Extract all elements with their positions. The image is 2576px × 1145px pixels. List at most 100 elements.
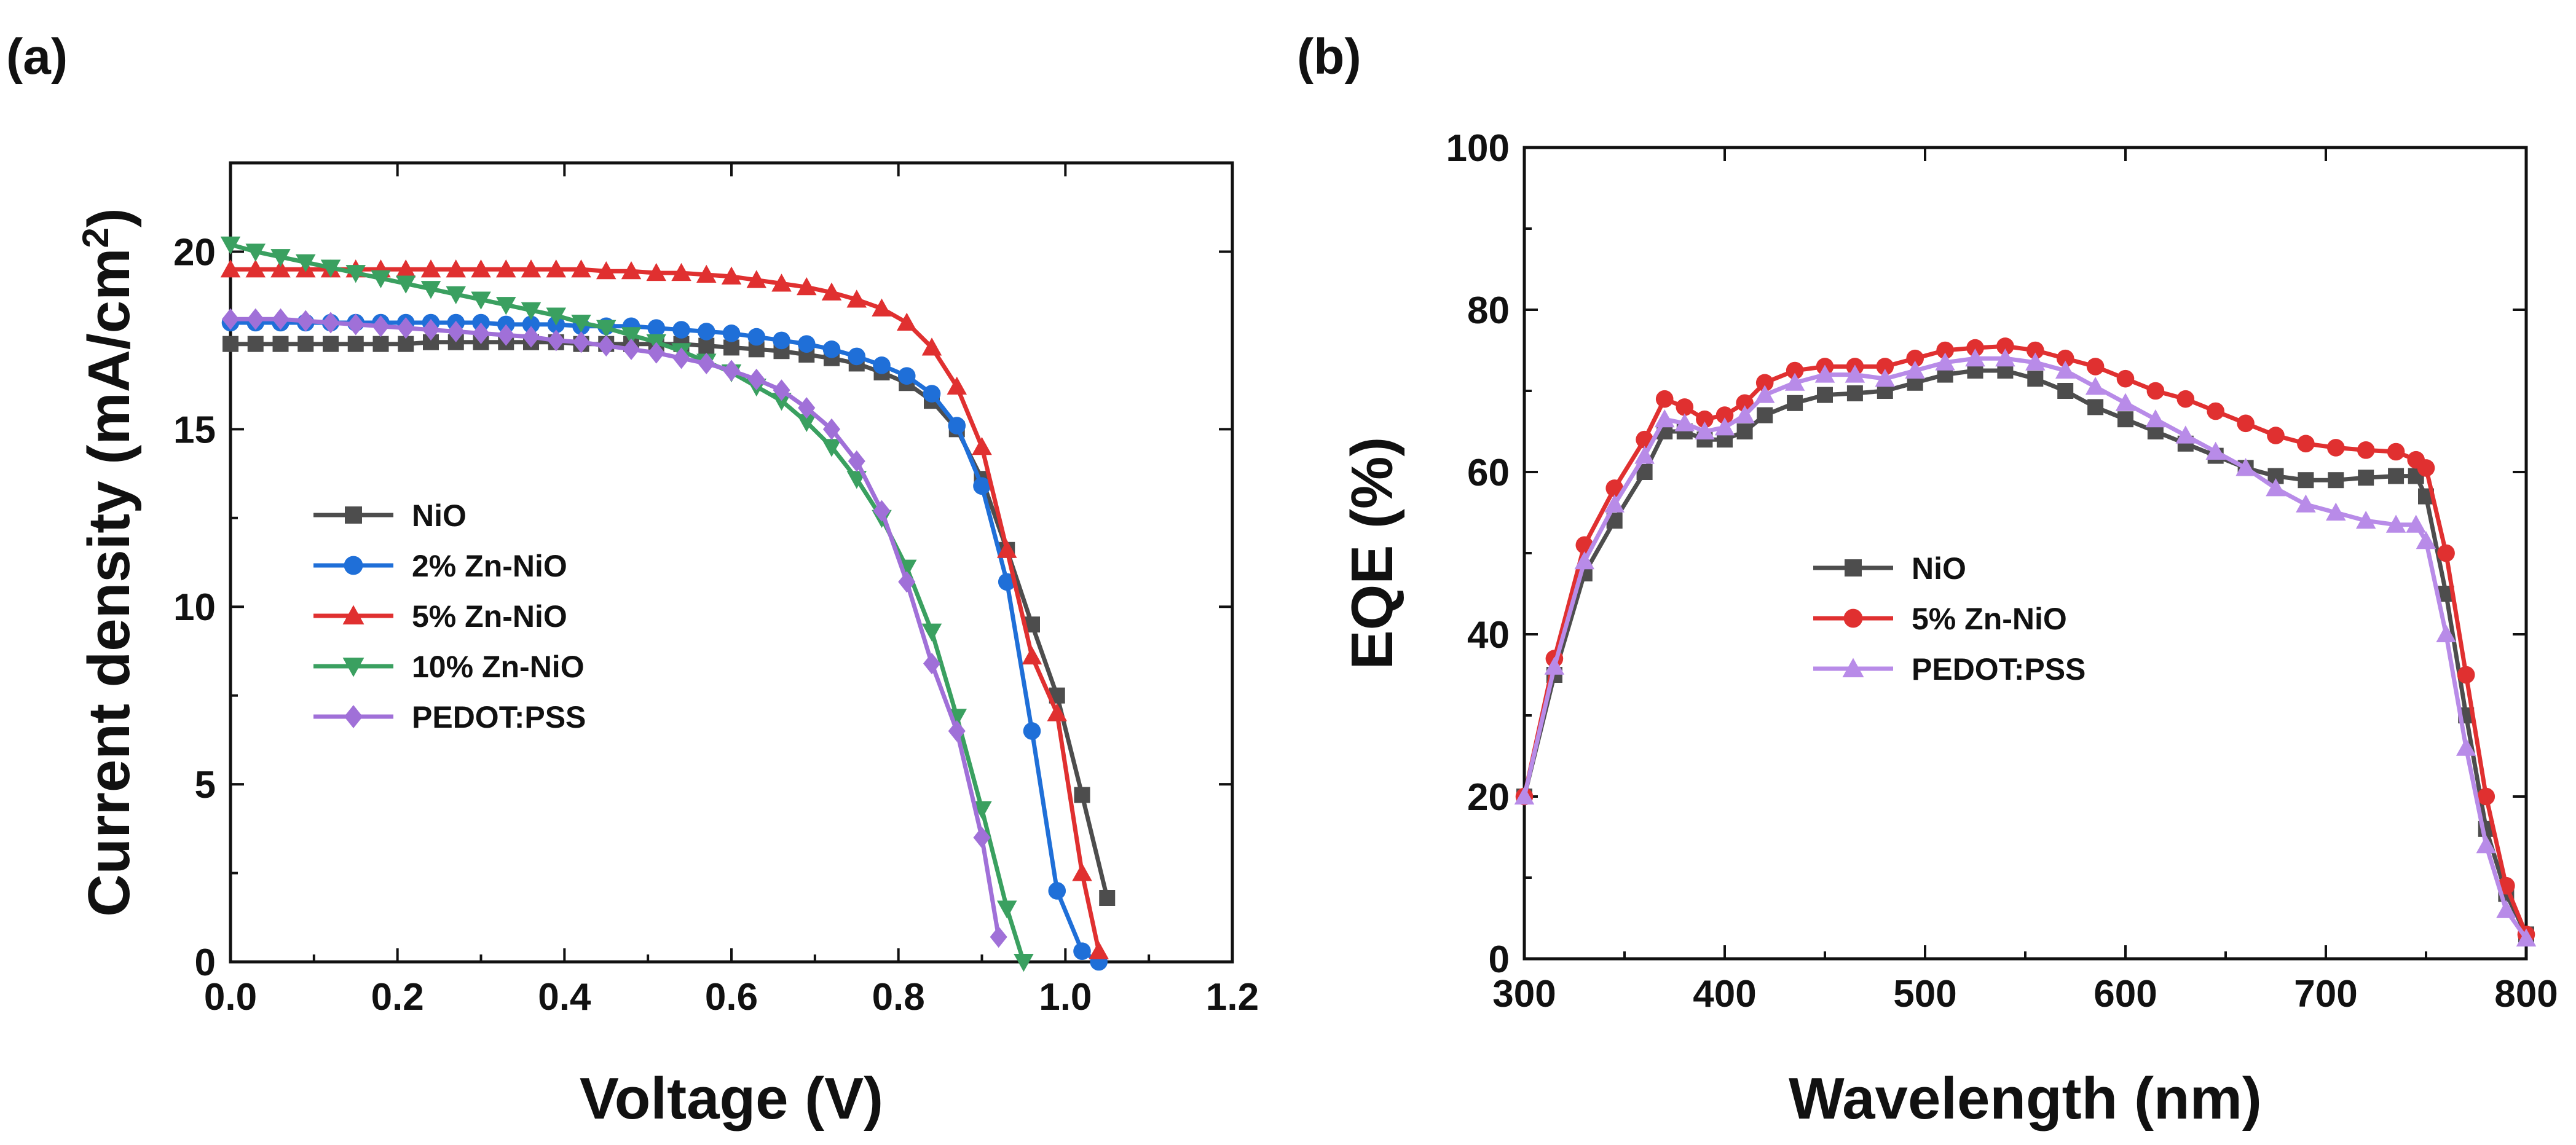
panel-b-y-tick-label: 20 bbox=[1467, 776, 1510, 819]
panel-a-data-point-pedot-pss bbox=[397, 317, 415, 339]
panel-a-data-point-10-zn-nio bbox=[997, 900, 1017, 919]
panel-a-data-point-10-zn-nio bbox=[345, 265, 366, 283]
panel-a-data-point-pedot-pss bbox=[221, 308, 240, 330]
panel-b-data-point-5-zn-nio bbox=[2477, 787, 2495, 806]
panel-a-x-tick-label: 1.0 bbox=[1039, 976, 1092, 1018]
panel-b-series-line-5-zn-nio bbox=[1522, 344, 2529, 935]
panel-b-data-point-pedot-pss bbox=[2355, 510, 2376, 529]
panel-a-data-point-5-zn-nio bbox=[546, 259, 566, 278]
panel-b-data-point-pedot-pss bbox=[2296, 494, 2316, 513]
panel-a-data-point-2-zn-nio bbox=[822, 340, 841, 358]
panel-a-data-point-pedot-pss bbox=[798, 397, 816, 419]
panel-b-x-tick-label: 800 bbox=[2494, 973, 2558, 1015]
panel-a-data-point-5-zn-nio bbox=[270, 259, 291, 278]
panel-a-series-line-pedot-pss bbox=[230, 317, 1001, 938]
panel-b-x-tick-label: 500 bbox=[1893, 973, 1956, 1015]
panel-b-data-point-nio bbox=[2328, 472, 2344, 489]
panel-a-data-point-pedot-pss bbox=[447, 320, 465, 342]
panel-a-y-tick-label: 15 bbox=[173, 409, 216, 451]
panel-a-data-point-5-zn-nio bbox=[671, 262, 691, 281]
panel-b-data-point-pedot-pss bbox=[2416, 530, 2436, 549]
panel-a-data-point-pedot-pss bbox=[246, 308, 264, 330]
panel-a-label: (a) bbox=[6, 29, 68, 85]
panel-b-data-point-5-zn-nio bbox=[2267, 427, 2285, 444]
panel-a-data-point-5-zn-nio bbox=[872, 298, 892, 317]
panel-b-data-point-5-zn-nio bbox=[2387, 443, 2405, 461]
panel-b-data-point-pedot-pss bbox=[1695, 421, 1715, 439]
panel-b-series bbox=[1514, 337, 2537, 946]
panel-b-data-point-nio bbox=[2298, 472, 2314, 489]
panel-a-data-point-pedot-pss bbox=[698, 352, 715, 374]
panel-a-data-point-pedot-pss bbox=[973, 827, 991, 849]
panel-b-data-point-5-zn-nio bbox=[2327, 439, 2345, 457]
panel-a-data-point-nio bbox=[347, 336, 364, 352]
panel-a-data-point-2-zn-nio bbox=[647, 319, 666, 337]
panel-a-data-point-nio bbox=[323, 336, 339, 352]
panel-b-data-point-5-zn-nio bbox=[2207, 402, 2224, 420]
panel-a-data-point-nio bbox=[372, 336, 389, 352]
panel-a-data-point-10-zn-nio bbox=[1014, 954, 1034, 972]
panel-b-data-point-pedot-pss bbox=[1654, 409, 1675, 428]
panel-a-data-point-10-zn-nio bbox=[546, 307, 566, 326]
panel-a-data-point-pedot-pss bbox=[923, 653, 941, 675]
panel-b-data-point-5-zn-nio bbox=[2056, 349, 2074, 368]
panel-a-data-point-pedot-pss bbox=[647, 342, 665, 364]
panel-a-data-point-nio bbox=[1074, 787, 1090, 803]
panel-b-data-point-pedot-pss bbox=[2406, 514, 2426, 533]
panel-a-data-point-nio bbox=[1099, 890, 1116, 906]
panel-a-data-point-nio bbox=[272, 336, 289, 352]
panel-b-x-axis-title: Wavelength (nm) bbox=[1789, 1066, 2262, 1131]
panel-a-y-tick-label: 10 bbox=[173, 586, 216, 629]
panel-b-data-point-nio bbox=[1787, 395, 1803, 411]
panel-a-x-tick-label: 0.4 bbox=[538, 976, 591, 1018]
panel-a-data-point-2-zn-nio bbox=[1023, 722, 1041, 740]
panel-a-data-point-5-zn-nio bbox=[721, 266, 742, 285]
panel-a-data-point-10-zn-nio bbox=[972, 801, 992, 819]
panel-b-data-point-5-zn-nio bbox=[2297, 435, 2315, 453]
panel-b-data-point-pedot-pss bbox=[2235, 458, 2256, 476]
panel-a-data-point-2-zn-nio bbox=[848, 347, 866, 366]
panel-b-data-point-pedot-pss bbox=[2476, 835, 2497, 854]
panel-b-data-point-nio bbox=[2117, 411, 2133, 428]
panel-a-data-point-2-zn-nio bbox=[897, 367, 916, 385]
panel-b-data-point-5-zn-nio bbox=[1906, 349, 1924, 368]
panel-a-data-point-5-zn-nio bbox=[621, 261, 642, 280]
panel-a-x-tick-label: 0.2 bbox=[371, 976, 424, 1018]
panel-a-data-point-10-zn-nio bbox=[270, 249, 291, 267]
panel-a: (a) 0.0 0.2 0.4 0.6 0.8 1.0 1.2 0 5 10 15 20 Voltag… bbox=[6, 29, 1259, 1131]
panel-a-data-point-10-zn-nio bbox=[821, 439, 842, 457]
panel-a-data-point-pedot-pss bbox=[773, 379, 790, 401]
panel-a-legend-label-5-zn-nio: 5% Zn-NiO bbox=[412, 599, 567, 634]
panel-b-plot-frame bbox=[1522, 146, 2528, 961]
panel-a-data-point-2-zn-nio bbox=[923, 385, 941, 403]
panel-b-data-point-5-zn-nio bbox=[2146, 382, 2165, 400]
panel-b-data-point-pedot-pss bbox=[2115, 393, 2136, 411]
panel-b-data-point-pedot-pss bbox=[2055, 360, 2076, 379]
panel-a-data-point-10-zn-nio bbox=[921, 623, 942, 642]
panel-a-data-point-pedot-pss bbox=[848, 450, 865, 472]
panel-b-data-point-pedot-pss bbox=[1935, 352, 1955, 371]
panel-b-data-point-5-zn-nio bbox=[1605, 479, 1623, 497]
panel-b-data-point-pedot-pss bbox=[2516, 928, 2537, 946]
panel-a-data-point-2-zn-nio bbox=[672, 321, 690, 339]
panel-a-data-point-5-zn-nio bbox=[220, 259, 241, 278]
panel-a-data-point-2-zn-nio bbox=[973, 477, 991, 495]
panel-a-data-point-5-zn-nio bbox=[921, 337, 942, 356]
panel-b-y-tick-label: 80 bbox=[1467, 289, 1510, 332]
panel-b-legend-marker-nio bbox=[1845, 559, 1862, 576]
panel-a-data-point-pedot-pss bbox=[898, 571, 916, 593]
panel-b-legend-label-pedot-pss: PEDOT:PSS bbox=[1912, 652, 2086, 687]
panel-a-x-axis-title: Voltage (V) bbox=[580, 1066, 883, 1131]
panel-a-data-point-5-zn-nio bbox=[446, 259, 466, 278]
panel-b-x-tick-label: 700 bbox=[2294, 973, 2357, 1015]
panel-b-data-point-nio bbox=[2027, 371, 2044, 387]
panel-b-data-point-5-zn-nio bbox=[2176, 390, 2195, 408]
panel-b-data-point-5-zn-nio bbox=[1786, 361, 1804, 380]
panel-a-legend-label-10-zn-nio: 10% Zn-NiO bbox=[412, 650, 585, 684]
panel-b-x-tick-label: 400 bbox=[1693, 973, 1756, 1015]
panel-a-x-tick-label: 0.0 bbox=[204, 976, 257, 1018]
panel-a-legend-marker-nio bbox=[345, 506, 362, 524]
panel-b-data-point-pedot-pss bbox=[1674, 413, 1695, 431]
panel-a-series bbox=[220, 236, 1116, 972]
panel-b-data-point-nio bbox=[1757, 407, 1773, 423]
